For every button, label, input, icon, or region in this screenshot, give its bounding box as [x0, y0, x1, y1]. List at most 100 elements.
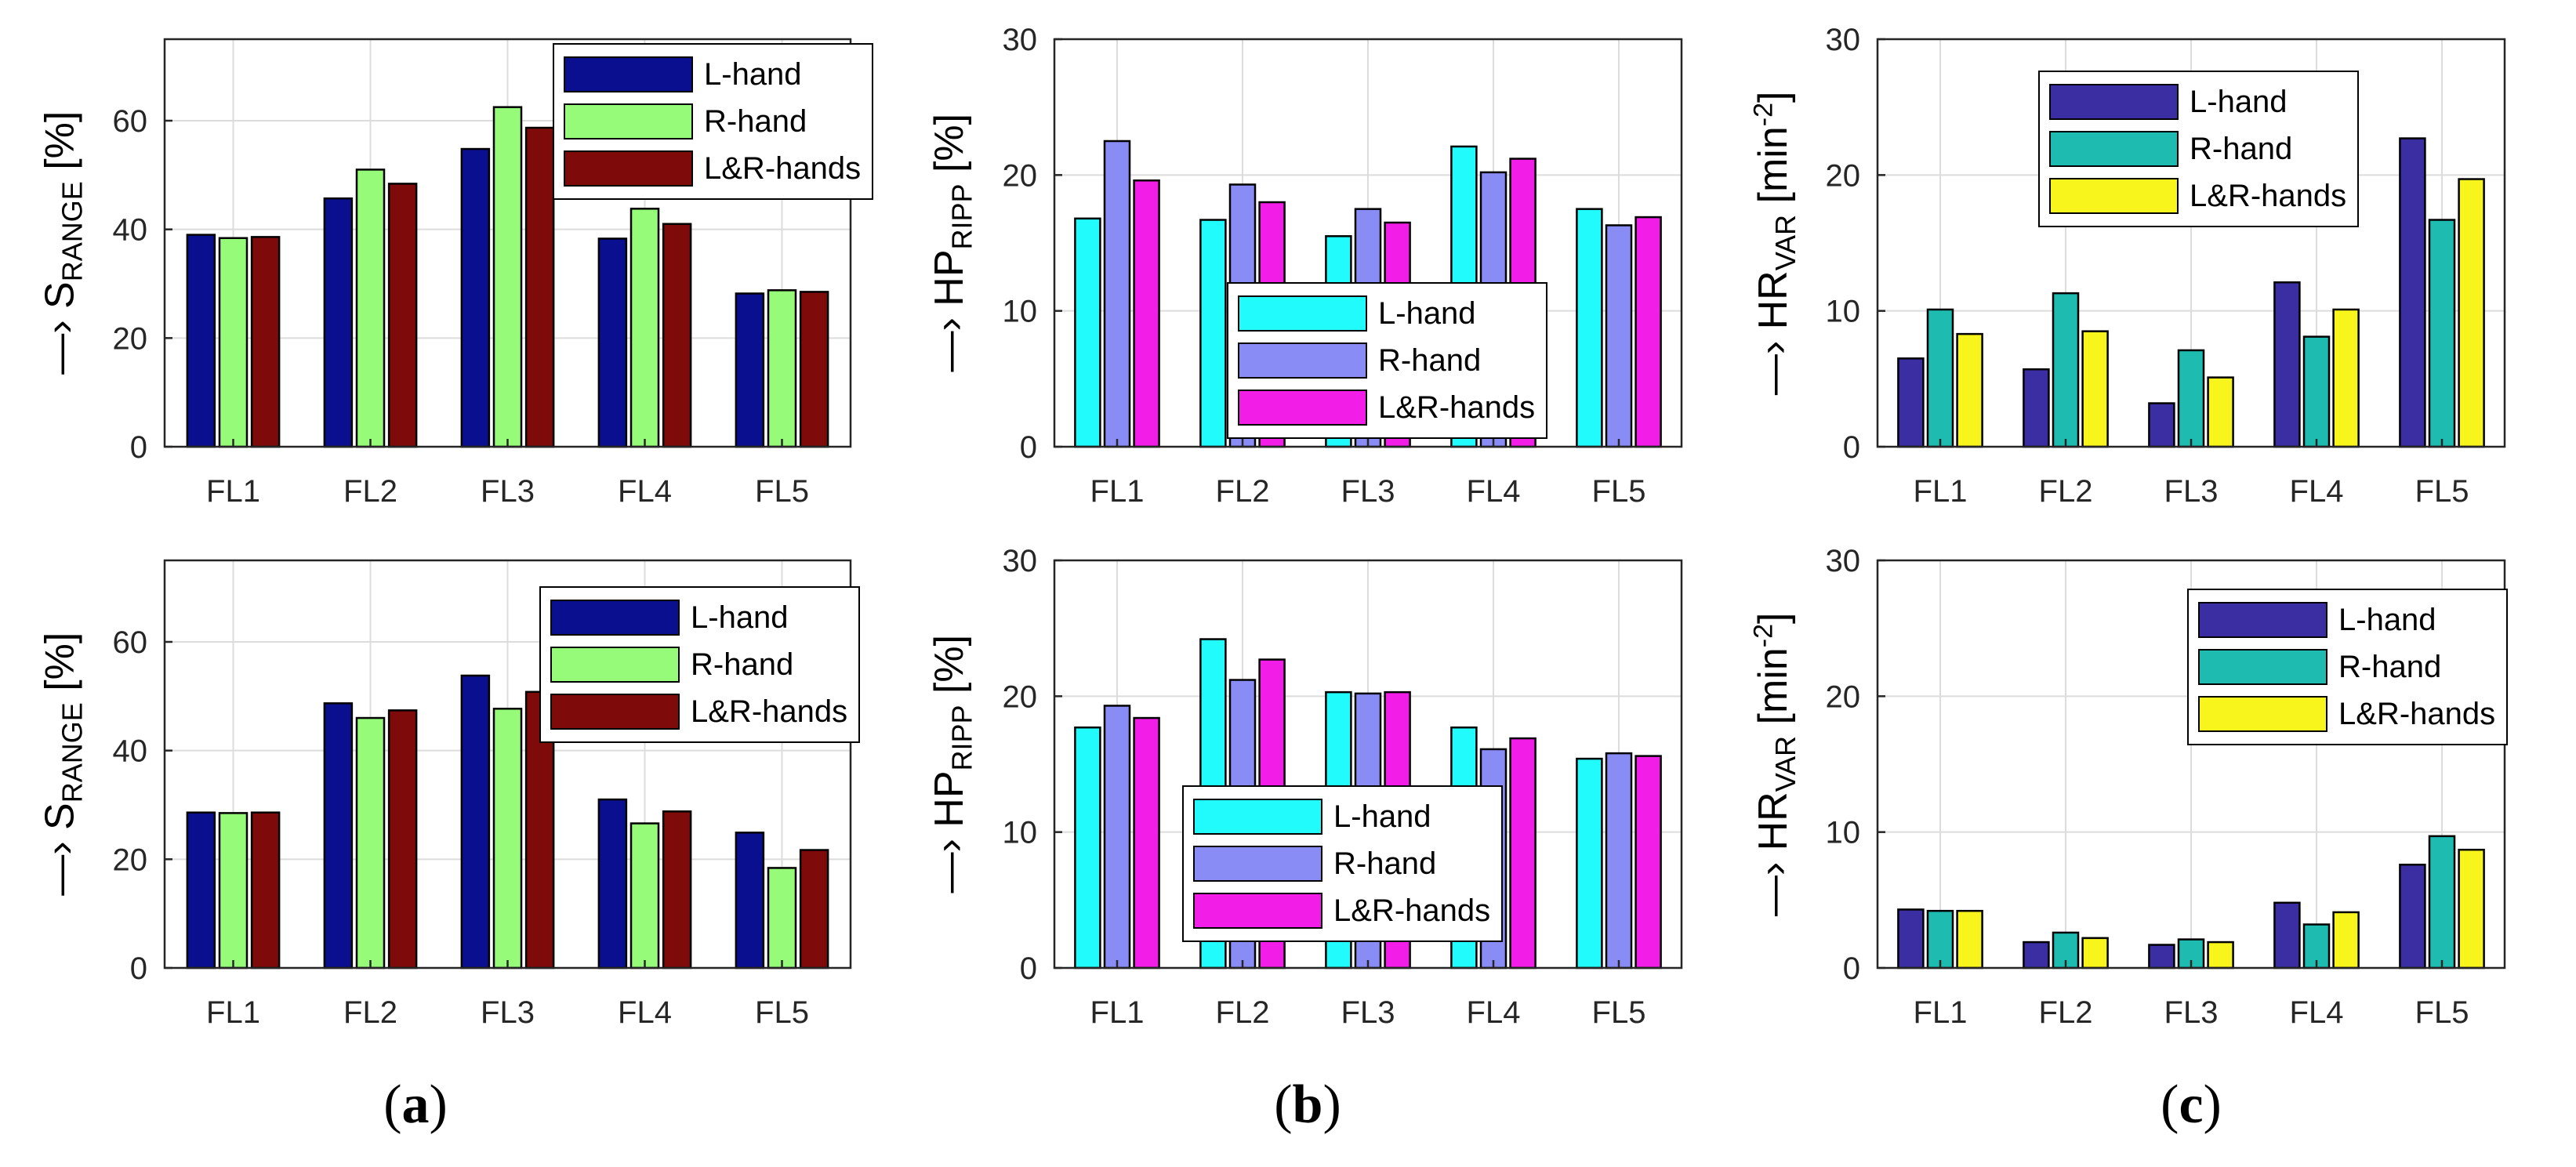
chart-svg: 0 10 20 30 FL1 FL2 FL3 FL4 FL5	[1826, 23, 2506, 509]
bar-a-top-fl4-series-3	[662, 223, 692, 448]
bar-c-bottom-fl4-series-1	[2273, 901, 2301, 969]
legend-swatch	[1238, 390, 1367, 426]
y-axis-label-unit: [%]	[37, 111, 83, 182]
legend-swatch	[550, 694, 680, 730]
y-tick-label: 0	[1843, 951, 1860, 986]
bar-b-top-fl1-series-2	[1103, 140, 1131, 448]
x-tick-label: FL5	[2415, 995, 2469, 1030]
x-tick-label: FL5	[1592, 995, 1646, 1030]
legend-label: L-hand	[1333, 799, 1431, 834]
bar-a-top-fl5-series-3	[799, 291, 829, 448]
y-axis-label-main: —› HP	[927, 770, 973, 893]
caption-a-letter: a	[401, 1075, 430, 1135]
bar-c-bottom-fl2-series-3	[2081, 937, 2109, 969]
legend-item: L-hand	[2049, 78, 2346, 125]
bar-c-bottom-fl3-series-1	[2148, 944, 2175, 969]
legend-label: L-hand	[2338, 602, 2436, 637]
y-axis-label-subscript: VAR	[1769, 214, 1802, 270]
bar-c-top-fl5-series-3	[2458, 178, 2485, 448]
x-tick-label: FL3	[481, 995, 535, 1030]
x-tick-label: FL3	[2164, 474, 2219, 509]
legend-item: L-hand	[2198, 596, 2495, 643]
caption-b-close: )	[1322, 1075, 1341, 1135]
legend-swatch	[1193, 799, 1322, 835]
legend-item: L&R-hands	[1193, 887, 1490, 934]
y-tick-label: 10	[1003, 295, 1038, 329]
legend-swatch	[2049, 131, 2179, 167]
bar-c-top-fl2-series-3	[2081, 330, 2109, 448]
x-tick-label: FL1	[206, 995, 260, 1030]
chart-svg: 0 20 40 60 FL1 FL2 FL3 FL4 FL5	[113, 38, 852, 509]
x-tick-label: FL5	[1592, 474, 1646, 509]
legend-item: L&R-hands	[2049, 172, 2346, 219]
legend-item: R-hand	[1238, 337, 1535, 384]
y-tick-label: 20	[1826, 680, 1861, 714]
bar-c-top-fl5-series-2	[2428, 219, 2456, 448]
bar-a-bottom-fl1-series-3	[250, 811, 281, 969]
bar-b-bottom-fl1-series-3	[1133, 716, 1160, 969]
bar-b-bottom-fl4-series-3	[1509, 737, 1537, 969]
chart-a-top: 0 20 40 60 FL1 FL2 FL3 FL4 FL5 L-hand R-hand L&R-ha…	[37, 38, 874, 509]
y-tick-label: 10	[1826, 295, 1861, 329]
legend-label: L-hand	[1378, 295, 1476, 331]
legend-swatch	[2198, 696, 2327, 732]
bar-a-bottom-fl2-series-3	[387, 709, 418, 969]
legend-swatch	[2198, 649, 2327, 685]
legend-label: L-hand	[704, 56, 802, 92]
bar-a-bottom-fl3-series-2	[492, 708, 523, 969]
y-axis-label: —› SRANGE [%]	[36, 632, 89, 896]
x-tick-label: FL3	[1341, 474, 1395, 509]
bar-a-bottom-fl4-series-2	[629, 822, 660, 969]
y-tick-label: 30	[1003, 544, 1038, 578]
x-tick-label: FL4	[1467, 995, 1521, 1030]
legend-label: L-hand	[2190, 84, 2288, 119]
chart-c-top: 0 10 20 30 FL1 FL2 FL3 FL4 FL5 L-hand R-hand L&R-ha…	[1749, 23, 2506, 509]
legend-label: L&R-hands	[2338, 696, 2496, 731]
bar-b-bottom-fl5-series-3	[1634, 755, 1662, 969]
bar-a-top-fl3-series-3	[524, 126, 555, 448]
bar-a-bottom-fl5-series-3	[799, 849, 829, 969]
bar-a-top-fl1-series-1	[186, 234, 216, 448]
bar-b-bottom-fl1-series-1	[1074, 726, 1101, 969]
bar-c-top-fl2-series-2	[2052, 292, 2080, 448]
y-axis-label-main: —› HP	[927, 249, 973, 372]
legend-swatch	[1238, 342, 1367, 379]
legend: L-hand R-hand L&R-hands	[2038, 71, 2360, 227]
x-tick-label: FL1	[1914, 474, 1968, 509]
legend-label: R-hand	[704, 103, 807, 139]
bar-c-bottom-fl1-series-3	[1956, 909, 1983, 969]
legend-swatch	[550, 647, 680, 683]
legend-swatch	[564, 56, 693, 92]
x-tick-label: FL1	[1090, 474, 1145, 509]
x-tick-label: FL3	[2164, 995, 2219, 1030]
bar-a-bottom-fl2-series-2	[355, 716, 386, 969]
y-tick-label: 60	[113, 104, 148, 139]
y-tick-label: 0	[130, 430, 147, 465]
bar-a-top-fl2-series-3	[387, 183, 418, 448]
x-tick-label: FL1	[1090, 995, 1145, 1030]
bar-c-top-fl1-series-1	[1897, 357, 1925, 448]
x-tick-label: FL1	[206, 474, 260, 509]
legend-swatch	[1193, 893, 1322, 929]
bar-a-top-fl2-series-2	[355, 169, 386, 448]
caption-c-letter: c	[2179, 1075, 2204, 1135]
x-tick-label: FL2	[343, 995, 397, 1030]
bar-c-top-fl2-series-1	[2023, 368, 2050, 448]
legend-swatch	[564, 103, 693, 140]
legend-swatch	[2049, 178, 2179, 214]
legend-label: L&R-hands	[704, 150, 862, 186]
legend-label: R-hand	[691, 647, 794, 682]
bar-b-top-fl1-series-3	[1133, 179, 1160, 448]
bar-c-bottom-fl1-series-2	[1926, 909, 1954, 969]
y-axis-label: —› SRANGE [%]	[36, 111, 89, 375]
y-axis-label-unit: [min	[1750, 647, 1796, 736]
y-tick-label: 0	[130, 951, 147, 986]
panel-caption-a: (a)	[383, 1074, 448, 1136]
bar-a-top-fl4-series-2	[629, 208, 660, 448]
bar-c-bottom-fl1-series-1	[1897, 908, 1925, 969]
bar-c-top-fl4-series-2	[2302, 335, 2331, 448]
y-axis-label-unit: [%]	[37, 632, 83, 703]
bar-a-top-fl1-series-3	[250, 236, 281, 448]
y-tick-label: 30	[1003, 23, 1038, 57]
